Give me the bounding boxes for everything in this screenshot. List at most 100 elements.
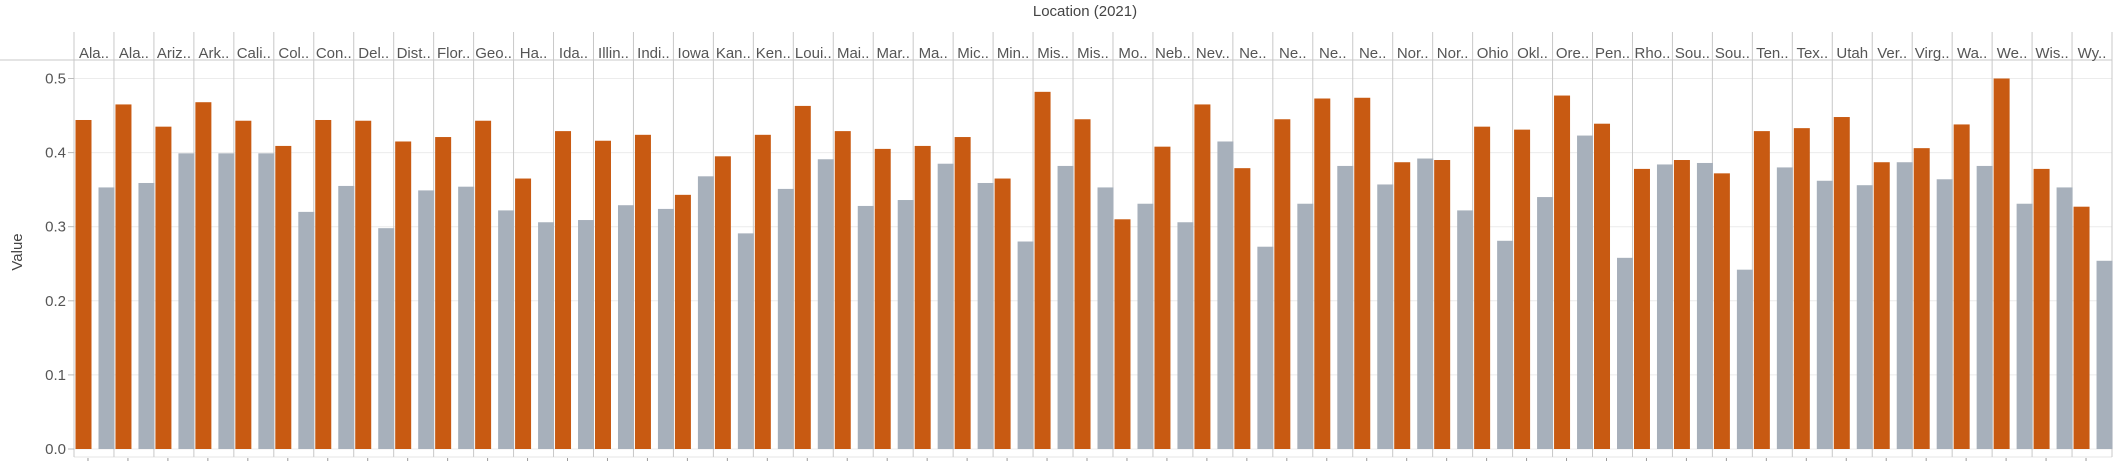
bar-series-b — [218, 153, 235, 449]
bar-series-a — [395, 141, 412, 450]
category-label: Ida.. — [559, 45, 588, 62]
bar-series-a — [1753, 131, 1770, 449]
bar-series-b — [697, 176, 714, 449]
bar-series-a — [754, 134, 771, 450]
bar-series-a — [1673, 160, 1690, 449]
bar-series-b — [1497, 240, 1514, 449]
bar-series-a — [1833, 117, 1850, 450]
bar-series-b — [2016, 203, 2033, 449]
gridlines — [74, 78, 2112, 450]
category-label: Ne.. — [1359, 45, 1387, 62]
category-label: Nev.. — [1196, 45, 1230, 62]
bar-series-b — [897, 200, 914, 449]
bar-series-b — [1577, 135, 1594, 449]
bar-series-a — [155, 126, 172, 449]
bar-series-b — [1816, 180, 1833, 449]
bar-series-b — [2056, 187, 2073, 449]
bar-series-a — [1394, 162, 1411, 449]
bar-series-b — [737, 233, 754, 449]
category-label: Cali.. — [237, 45, 271, 62]
category-label: Flor.. — [437, 45, 470, 62]
category-label: Wa.. — [1957, 45, 1987, 62]
category-label: Mai.. — [837, 45, 870, 62]
y-tick-label: 0.4 — [45, 145, 66, 162]
category-label: Rho.. — [1635, 45, 1671, 62]
category-label: Ne.. — [1239, 45, 1267, 62]
bar-series-a — [634, 134, 651, 450]
bar-series-a — [275, 145, 292, 449]
bar-series-a — [75, 119, 92, 449]
bar-series-a — [674, 194, 691, 449]
bar-series-b — [1936, 179, 1953, 449]
category-label: Ne.. — [1279, 45, 1307, 62]
category-label: Ark.. — [198, 45, 229, 62]
bar-series-a — [874, 148, 891, 449]
bar-series-a — [1234, 168, 1251, 449]
bar-series-b — [1097, 187, 1114, 449]
category-label: Sou.. — [1675, 45, 1710, 62]
bar-series-b — [2096, 260, 2113, 449]
bar-series-a — [1793, 128, 1810, 449]
category-label: Wis.. — [2035, 45, 2068, 62]
bar-series-a — [555, 131, 572, 449]
bar-series-b — [138, 182, 155, 449]
bar-series-b — [378, 228, 395, 449]
bar-series-b — [1537, 197, 1554, 449]
bar-series-a — [235, 120, 252, 449]
category-label: Ha.. — [520, 45, 548, 62]
bar-series-a — [1154, 146, 1171, 449]
category-label: We.. — [1997, 45, 2028, 62]
bar-series-a — [1873, 162, 1890, 449]
bar-series-b — [1257, 246, 1274, 449]
category-label: Ala.. — [79, 45, 109, 62]
bar-series-b — [258, 153, 275, 449]
bar-series-b — [1297, 203, 1314, 449]
bar-series-b — [1177, 222, 1194, 449]
bar-series-b — [498, 210, 515, 449]
y-tick-label: 0.3 — [45, 219, 66, 236]
y-axis-ticks: 0.0 0.1 0.2 0.3 0.4 0.5 — [45, 71, 74, 458]
bar-series-b — [418, 190, 435, 450]
bar-series-b — [1417, 158, 1434, 449]
bar-series-a — [1913, 148, 1930, 450]
bar-series-a — [1713, 173, 1730, 449]
bar-series-a — [1354, 97, 1371, 450]
bar-series-a — [1074, 119, 1091, 449]
category-label: Utah — [1836, 45, 1868, 62]
bar-series-a — [1114, 219, 1131, 449]
bars — [75, 78, 2113, 450]
bar-series-a — [515, 178, 532, 449]
bar-series-b — [1776, 167, 1793, 450]
category-label: Del.. — [358, 45, 389, 62]
bar-series-a — [2073, 206, 2090, 449]
y-tick-label: 0.2 — [45, 293, 66, 310]
category-label: Dist.. — [397, 45, 431, 62]
bar-series-b — [857, 205, 874, 449]
bar-series-b — [777, 188, 794, 449]
bar-series-a — [714, 156, 731, 449]
bar-series-b — [617, 205, 634, 449]
category-label: Wy.. — [2078, 45, 2107, 62]
category-label: Okl.. — [1517, 45, 1548, 62]
bar-series-b — [1976, 165, 1993, 450]
bar-series-b — [977, 182, 994, 449]
bar-series-a — [914, 145, 931, 449]
category-label: Mo.. — [1118, 45, 1147, 62]
category-label: Nor.. — [1397, 45, 1429, 62]
bar-series-a — [1554, 95, 1571, 449]
bar-series-a — [794, 105, 811, 450]
category-label: Mis.. — [1077, 45, 1109, 62]
bar-series-b — [1457, 210, 1474, 449]
category-label: Tex.. — [1796, 45, 1828, 62]
bar-series-b — [98, 187, 115, 449]
category-label: Sou.. — [1715, 45, 1750, 62]
category-label: Iowa — [678, 45, 710, 62]
category-label: Kan.. — [716, 45, 751, 62]
bar-series-a — [594, 140, 611, 449]
category-label: Geo.. — [475, 45, 512, 62]
bar-series-a — [355, 120, 372, 449]
bar-series-b — [937, 163, 954, 449]
category-label: Nor.. — [1437, 45, 1469, 62]
